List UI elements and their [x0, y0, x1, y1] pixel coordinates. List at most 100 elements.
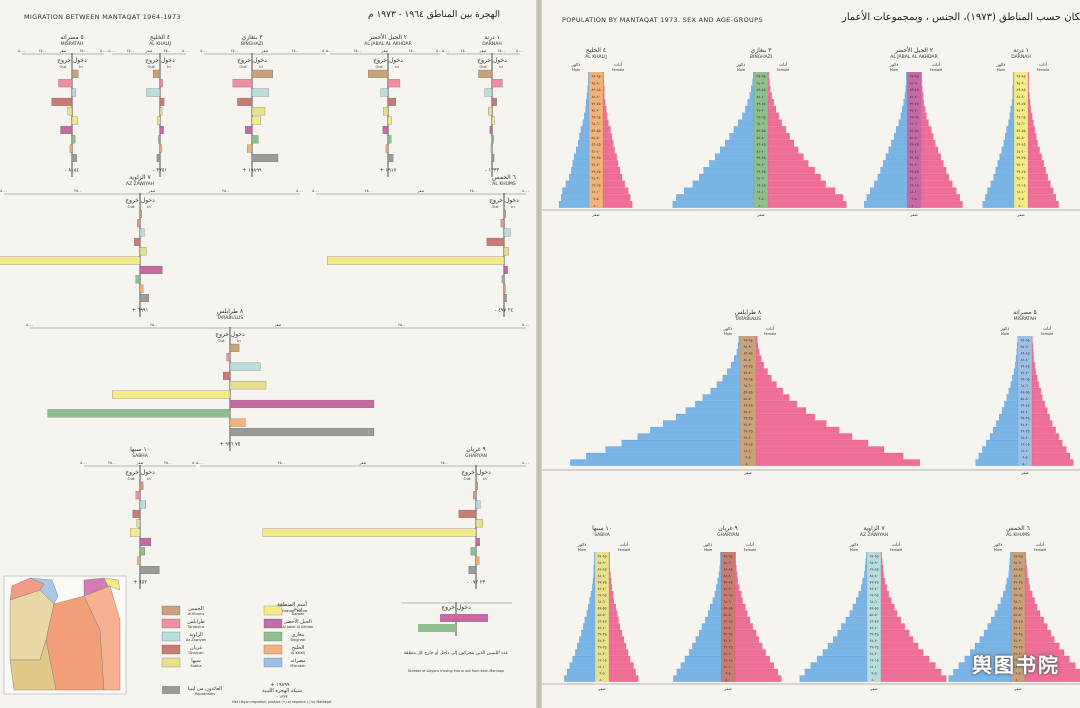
migration-bar	[475, 481, 478, 490]
migration-bar	[139, 547, 145, 556]
female-bar	[1024, 584, 1030, 591]
age-group-label: ٤٠-٤٤	[1013, 626, 1022, 630]
age-group-label: ٣٥-٣٩	[909, 156, 918, 160]
female-bar	[755, 459, 920, 466]
male-bar	[567, 668, 596, 676]
age-group-label: ٨٥-٨٩	[869, 567, 878, 571]
age-group-label: ١٠-١٤	[597, 665, 606, 669]
male-bar	[891, 139, 908, 147]
age-group-label: ١٥-١٩	[869, 658, 878, 662]
female-bar	[880, 610, 898, 617]
age-group-label: ٨٠-٨٤	[723, 574, 732, 578]
male-bar	[712, 597, 722, 604]
male-bar	[1008, 571, 1012, 578]
female-bar	[767, 112, 779, 120]
age-group-label: ٧٠-٧٤	[597, 587, 606, 591]
age-group-label: ٢٥-٢٩	[909, 170, 918, 174]
female-bar	[755, 387, 783, 395]
panel-title-en: AL JABAL AL AKHDAR	[364, 41, 411, 47]
male-bar	[862, 577, 868, 585]
male-bar	[578, 139, 590, 147]
migration-bar	[158, 135, 161, 144]
female-bar	[1027, 133, 1037, 140]
panel-in-label: In	[147, 476, 151, 481]
age-group-label: ٥٥-٥٩	[909, 129, 918, 133]
male-label-en: Male	[572, 68, 580, 72]
female-label-ar: أناث	[746, 541, 754, 548]
pyramid-title-ar: ٩ غريان	[718, 525, 738, 532]
pyramid-title-ar: ٢ الجبل الأخضر	[894, 46, 933, 54]
age-group-label: ٣٠-٣٤	[723, 639, 732, 643]
age-group-label: ٣٥-٣٩	[597, 632, 606, 636]
female-bar	[880, 623, 905, 630]
migration-title-en: MIGRATION BETWEEN MANTAQAT 1964-1973	[24, 13, 181, 21]
female-bar	[608, 558, 610, 565]
age-group-label: ٢٠-٢٤	[723, 652, 732, 656]
male-bar	[978, 452, 1019, 460]
female-bar	[920, 180, 953, 188]
female-bar	[1024, 610, 1041, 617]
male-bar	[565, 180, 590, 188]
migration-bar	[139, 209, 142, 218]
legend-label-ar: غريان	[190, 645, 202, 651]
female-bar	[767, 119, 782, 127]
female-bar	[734, 590, 742, 598]
male-bar	[749, 92, 755, 99]
female-bar	[608, 603, 616, 611]
female-bar	[767, 194, 843, 201]
migration-bar	[71, 88, 76, 97]
age-group-label: ٣٠-٣٤	[597, 639, 606, 643]
female-bar	[1027, 105, 1031, 113]
legend-swatch	[263, 618, 283, 629]
pyramid-title-ar: ٦ الخمس	[1006, 525, 1030, 532]
legend-swatch	[161, 618, 181, 629]
male-bar	[579, 133, 590, 140]
male-bar	[585, 105, 590, 113]
female-bar	[755, 374, 772, 382]
migration-bar	[387, 79, 401, 88]
male-bar	[676, 194, 755, 201]
age-group-label: ٨٠-٨٤	[1020, 358, 1029, 362]
female-bar	[880, 551, 882, 559]
axis-tick-label: ٢٥٠٠	[365, 189, 373, 193]
legend-swatch	[263, 644, 283, 655]
male-bar	[558, 201, 590, 208]
panel-in-out-ar: دخول خروج	[373, 57, 403, 64]
age-group-label: ٦٠-٦٤	[1013, 600, 1022, 604]
male-bar	[816, 655, 868, 663]
age-group-label: ٧٠-٧٤	[1013, 587, 1022, 591]
age-group-label: ٧٠-٧٤	[1016, 109, 1025, 113]
axis-tick-label: ٥٠٠٠	[100, 49, 108, 53]
female-bar	[1031, 348, 1034, 356]
female-bar	[1027, 92, 1030, 99]
male-bar	[1001, 146, 1015, 154]
age-group-label: ٣٠-٣٤	[1013, 639, 1022, 643]
female-bar	[1024, 616, 1044, 624]
axis-tick-label: ٢٥٠٠	[164, 49, 172, 53]
panel-in-out-ar: دخول خروج	[237, 57, 267, 64]
age-group-label: ٥٥-٥٩	[743, 390, 752, 394]
male-bar	[1001, 407, 1019, 414]
female-bar	[608, 636, 625, 643]
female-bar	[1031, 342, 1033, 349]
male-bar	[983, 629, 1012, 637]
pyramid-title-en: AL JABAL AL AKHDAR	[890, 54, 937, 60]
axis-tick-label: ٥٠٠٠	[516, 49, 524, 53]
male-bar	[692, 642, 722, 650]
panel-title-ar: ٧ الزاوية	[129, 174, 151, 181]
female-bar	[755, 381, 777, 388]
migration-bar	[380, 88, 389, 97]
male-bar	[841, 623, 868, 630]
age-group-label: ١٠-١٤	[909, 190, 918, 194]
female-label-en: Female	[612, 68, 625, 72]
age-group-label: ٢٥-٢٩	[756, 170, 765, 174]
age-group-label: ١٥-١٩	[1013, 658, 1022, 662]
male-bar	[898, 119, 908, 127]
male-bar	[1013, 368, 1019, 375]
female-bar	[1027, 167, 1046, 174]
population-title-ar: السكان حسب المناطق (١٩٧٣)، الجنس ، وبمجم…	[842, 12, 1080, 23]
female-bar	[1031, 420, 1053, 427]
male-bar	[1006, 394, 1019, 401]
pyramid-title-en: TARABULUS	[734, 316, 761, 322]
